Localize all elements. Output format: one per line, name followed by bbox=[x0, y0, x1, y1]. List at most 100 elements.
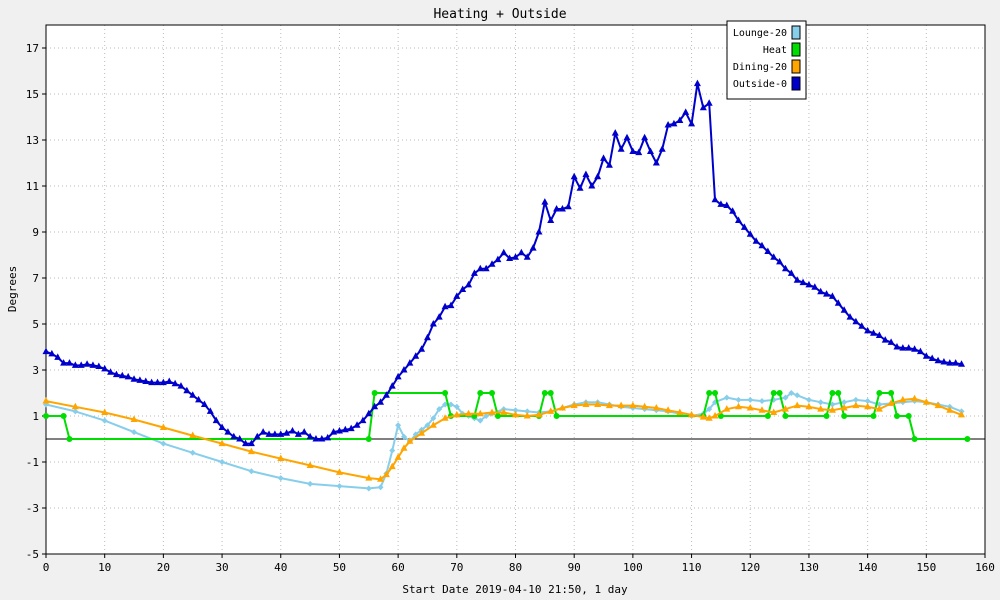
x-tick-label: 10 bbox=[98, 561, 111, 574]
x-tick-label: 100 bbox=[623, 561, 643, 574]
data-point bbox=[71, 361, 79, 368]
data-point bbox=[242, 439, 250, 447]
data-point bbox=[436, 406, 443, 413]
data-point bbox=[782, 413, 789, 419]
data-point bbox=[553, 413, 560, 419]
data-point bbox=[570, 401, 578, 409]
data-point bbox=[570, 172, 578, 180]
data-point bbox=[723, 405, 731, 412]
data-point bbox=[888, 390, 895, 396]
data-point bbox=[605, 161, 613, 168]
data-point bbox=[95, 362, 103, 370]
x-tick-label: 130 bbox=[799, 561, 819, 574]
data-point bbox=[66, 436, 73, 442]
data-point bbox=[676, 408, 684, 416]
data-point bbox=[218, 423, 226, 430]
data-point bbox=[735, 402, 743, 410]
data-point bbox=[365, 474, 373, 481]
legend-swatch bbox=[791, 76, 801, 91]
data-point bbox=[887, 338, 895, 345]
data-point bbox=[564, 202, 572, 210]
data-point bbox=[752, 237, 760, 244]
data-point bbox=[512, 253, 519, 260]
data-point bbox=[964, 436, 971, 442]
data-point bbox=[130, 375, 138, 382]
y-tick-label: 9 bbox=[32, 226, 39, 239]
data-point bbox=[740, 223, 748, 230]
data-point bbox=[517, 248, 525, 256]
legend-swatch bbox=[791, 25, 801, 40]
y-tick-label: 17 bbox=[26, 42, 39, 55]
y-tick-label: 3 bbox=[32, 364, 39, 377]
legend-label: Dining-20 bbox=[733, 62, 787, 73]
data-point bbox=[781, 405, 789, 412]
data-point bbox=[324, 433, 332, 441]
data-point bbox=[306, 461, 314, 468]
data-point bbox=[112, 370, 120, 378]
data-point bbox=[230, 432, 238, 440]
data-point bbox=[594, 172, 602, 180]
y-tick-label: 13 bbox=[26, 134, 39, 147]
data-point bbox=[359, 416, 367, 424]
data-point bbox=[817, 399, 824, 406]
data-point bbox=[212, 416, 220, 424]
data-point bbox=[195, 395, 203, 403]
data-point bbox=[200, 400, 208, 407]
data-point bbox=[875, 405, 883, 412]
data-point bbox=[277, 454, 285, 462]
data-point bbox=[711, 195, 719, 203]
data-point bbox=[547, 390, 554, 396]
legend-swatch bbox=[791, 42, 801, 57]
x-tick-label: 60 bbox=[392, 561, 405, 574]
data-point bbox=[829, 390, 836, 396]
data-point bbox=[189, 449, 196, 456]
data-point bbox=[705, 99, 713, 106]
series-layer bbox=[42, 79, 971, 492]
data-point bbox=[118, 371, 126, 379]
data-point bbox=[706, 406, 713, 413]
data-point bbox=[236, 435, 244, 442]
data-point bbox=[646, 147, 654, 154]
data-point bbox=[159, 378, 167, 386]
data-point bbox=[693, 79, 701, 87]
data-point bbox=[65, 359, 73, 366]
data-point bbox=[459, 285, 467, 292]
data-point bbox=[629, 401, 637, 409]
data-point bbox=[482, 264, 490, 272]
data-point bbox=[547, 216, 555, 223]
data-point bbox=[764, 413, 771, 419]
data-point bbox=[71, 402, 79, 410]
data-point bbox=[400, 444, 408, 451]
x-tick-label: 20 bbox=[157, 561, 170, 574]
data-point bbox=[54, 353, 62, 360]
data-point bbox=[794, 392, 801, 399]
data-point bbox=[453, 292, 461, 299]
data-point bbox=[247, 447, 255, 455]
data-point bbox=[635, 148, 643, 156]
data-point bbox=[365, 409, 373, 417]
data-point bbox=[159, 423, 167, 430]
data-point bbox=[429, 320, 437, 327]
data-point bbox=[83, 360, 91, 367]
data-point bbox=[500, 248, 508, 256]
data-point bbox=[43, 413, 49, 419]
data-point bbox=[805, 280, 813, 288]
data-point bbox=[154, 378, 162, 386]
legend-swatch bbox=[791, 59, 801, 74]
data-point bbox=[652, 159, 660, 166]
data-point bbox=[294, 430, 302, 437]
data-point bbox=[911, 394, 919, 402]
data-point bbox=[828, 292, 836, 299]
x-axis-label: Start Date 2019-04-10 21:50, 1 day bbox=[402, 583, 628, 596]
data-point bbox=[341, 425, 349, 433]
data-point bbox=[852, 401, 860, 409]
y-tick-label: -3 bbox=[26, 502, 39, 515]
data-point bbox=[430, 415, 437, 422]
data-point bbox=[553, 205, 561, 212]
data-point bbox=[101, 417, 108, 424]
data-point bbox=[617, 401, 625, 409]
data-point bbox=[453, 410, 461, 418]
data-point bbox=[435, 313, 443, 320]
data-point bbox=[605, 401, 613, 409]
